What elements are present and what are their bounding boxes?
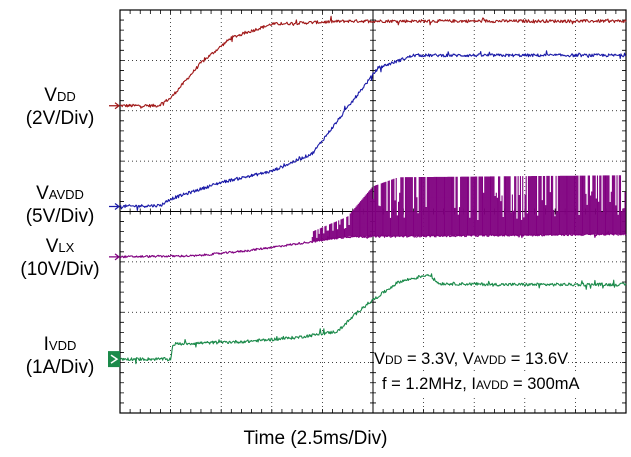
marker-vdd: [109, 102, 120, 110]
trace-vdd: [119, 15, 627, 109]
marker-ivdd-arrow: [110, 354, 119, 364]
marker-vavdd: [109, 202, 120, 210]
trace-vlx-switching: [311, 175, 626, 242]
trace-vdd-line: [119, 15, 627, 109]
label-vlx: VLX (10V/Div): [20, 236, 100, 280]
plot-traces: [119, 15, 627, 365]
label-vavdd: VAVDD (5V/Div): [25, 183, 95, 227]
trace-vlx: [119, 175, 627, 259]
trace-vlx-line: [119, 230, 627, 259]
trace-vavdd-line: [119, 50, 627, 211]
annotation-voltages: VDD = 3.3V, VAVDD = 13.6V: [374, 349, 569, 370]
marker-vlx: [109, 253, 120, 261]
trace-vavdd: [119, 50, 627, 211]
plot-grid: [119, 9, 627, 414]
annotation-frequency-current: f = 1.2MHz, IAVDD = 300mA: [382, 374, 580, 395]
label-ivdd: IVDD (1A/Div): [25, 334, 95, 378]
trace-ivdd: [119, 273, 627, 365]
channel-markers: [108, 102, 120, 368]
trace-ivdd-line: [119, 273, 627, 365]
x-axis-label: Time (2.5ms/Div): [243, 428, 388, 449]
label-vdd: VDD (2V/Div): [25, 85, 95, 129]
